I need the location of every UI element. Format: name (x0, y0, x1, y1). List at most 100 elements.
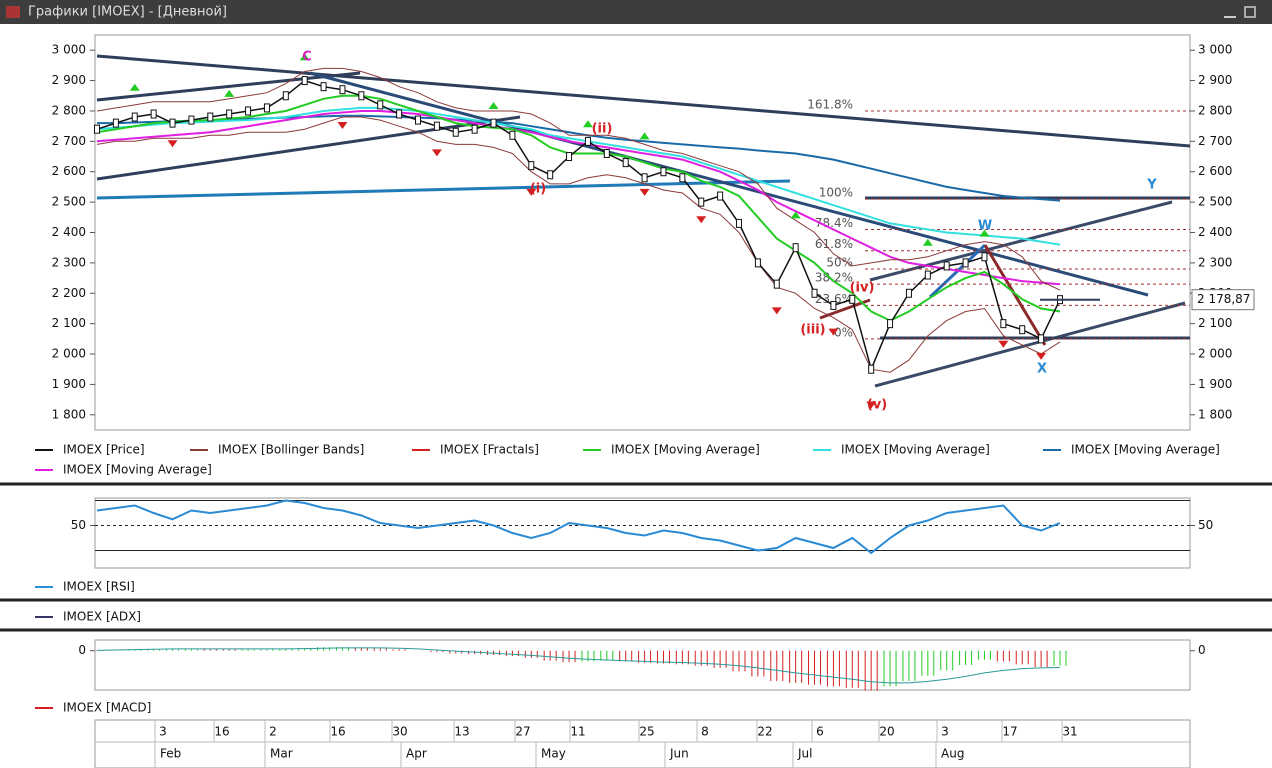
date-label: 2 (269, 725, 277, 739)
y-tick-label: 2 200 (52, 286, 86, 300)
y-tick-label: 2 500 (52, 195, 86, 209)
y-tick-label: 2 400 (52, 225, 86, 239)
price-candle (188, 115, 195, 125)
y-tick-label: 2 900 (52, 73, 86, 87)
price-candle (830, 300, 837, 310)
date-label: 22 (757, 725, 772, 739)
date-label: 11 (570, 725, 585, 739)
legend-label: IMOEX [Bollinger Bands] (218, 443, 364, 457)
fib-label: 38.2% (815, 271, 853, 285)
price-candle (301, 76, 308, 86)
price-candle (1000, 319, 1007, 329)
y-tick-label: 0 (78, 643, 86, 657)
fractal-down (828, 328, 839, 336)
trend-line (96, 71, 361, 102)
price-candle (433, 121, 440, 131)
month-label: Jul (797, 747, 812, 761)
fractal-up (488, 102, 499, 110)
month-label: Feb (160, 747, 181, 761)
price-candle (509, 130, 516, 140)
price-candle (320, 82, 327, 92)
date-label: 25 (639, 725, 654, 739)
price-candle (263, 103, 270, 113)
price-candle (603, 149, 610, 158)
price-candle (868, 364, 875, 374)
date-label: 20 (879, 725, 894, 739)
date-label: 13 (454, 725, 469, 739)
date-label: 30 (392, 725, 407, 739)
price-candle (282, 91, 289, 101)
y-tick-label: 3 000 (1198, 43, 1232, 57)
price-candle (131, 112, 138, 122)
legend-label: IMOEX [Fractals] (440, 443, 539, 457)
fib-label: 61.8% (815, 237, 853, 251)
window-title: Графики [IMOEX] - [Дневной] (28, 5, 227, 20)
legend-label: IMOEX [RSI] (63, 580, 135, 594)
wave-label: (v) (867, 398, 887, 413)
date-label: 16 (330, 725, 345, 739)
price-line (96, 79, 1061, 372)
moving-average (96, 106, 1061, 246)
trend-line (874, 301, 1186, 388)
maximize-button[interactable] (1244, 6, 1256, 18)
price-candle (622, 158, 629, 168)
title-bar (0, 0, 1272, 24)
price-candle (490, 118, 497, 128)
wave-label: (ii) (592, 122, 613, 137)
fib-label: 50% (826, 255, 853, 269)
price-candle (773, 279, 780, 289)
price-candle (1019, 325, 1026, 335)
price-candle (962, 258, 969, 268)
fractal-up (129, 83, 140, 91)
legend-label: IMOEX [Moving Average] (1071, 443, 1220, 457)
y-tick-label: 50 (1198, 518, 1213, 532)
legend-label: IMOEX [ADX] (63, 610, 141, 624)
y-tick-label: 0 (1198, 643, 1206, 657)
price-candle (169, 118, 176, 128)
wave-label: (iii) (800, 323, 825, 338)
moving-average (96, 94, 1061, 322)
y-tick-label: 2 300 (52, 255, 86, 269)
price-candle (641, 173, 648, 183)
y-tick-label: 2 400 (1198, 225, 1232, 239)
trend-line (309, 71, 1149, 297)
y-tick-label: 2 600 (52, 164, 86, 178)
y-tick-label: 2 100 (1198, 316, 1232, 330)
price-candle (754, 258, 761, 268)
wave-label: W (978, 219, 992, 234)
price-candle (150, 109, 157, 119)
bollinger-lower (96, 116, 1061, 373)
y-tick-label: 1 800 (52, 407, 86, 421)
legend-label: IMOEX [MACD] (63, 701, 151, 715)
fractal-up (582, 120, 593, 128)
fractal-down (167, 140, 178, 148)
fractal-up (299, 53, 310, 61)
y-tick-label: 1 800 (1198, 407, 1232, 421)
bollinger-upper (96, 67, 1061, 291)
price-candle (377, 100, 384, 110)
date-label: 3 (941, 725, 949, 739)
price-candle (905, 288, 912, 298)
price-candle (471, 124, 478, 134)
fractal-down (639, 188, 650, 196)
price-candle (981, 252, 988, 262)
fractal-down (337, 122, 348, 129)
wave-label: C (302, 50, 312, 65)
price-candle (226, 109, 233, 119)
month-label: Mar (270, 747, 293, 761)
y-tick-label: 2 900 (1198, 73, 1232, 87)
wave-label: Y (1146, 178, 1157, 193)
macd-signal (96, 647, 1061, 684)
fractal-down (866, 401, 877, 409)
price-candle (547, 170, 554, 180)
fractal-up (979, 229, 990, 237)
date-label: 17 (1002, 725, 1017, 739)
legend-label: IMOEX [Moving Average] (63, 463, 212, 477)
trend-line (869, 200, 1173, 282)
fractal-up (639, 132, 650, 140)
trend-line (96, 54, 1191, 148)
price-candle (415, 115, 421, 125)
y-tick-label: 2 000 (1198, 347, 1232, 361)
date-label: 8 (701, 725, 709, 739)
